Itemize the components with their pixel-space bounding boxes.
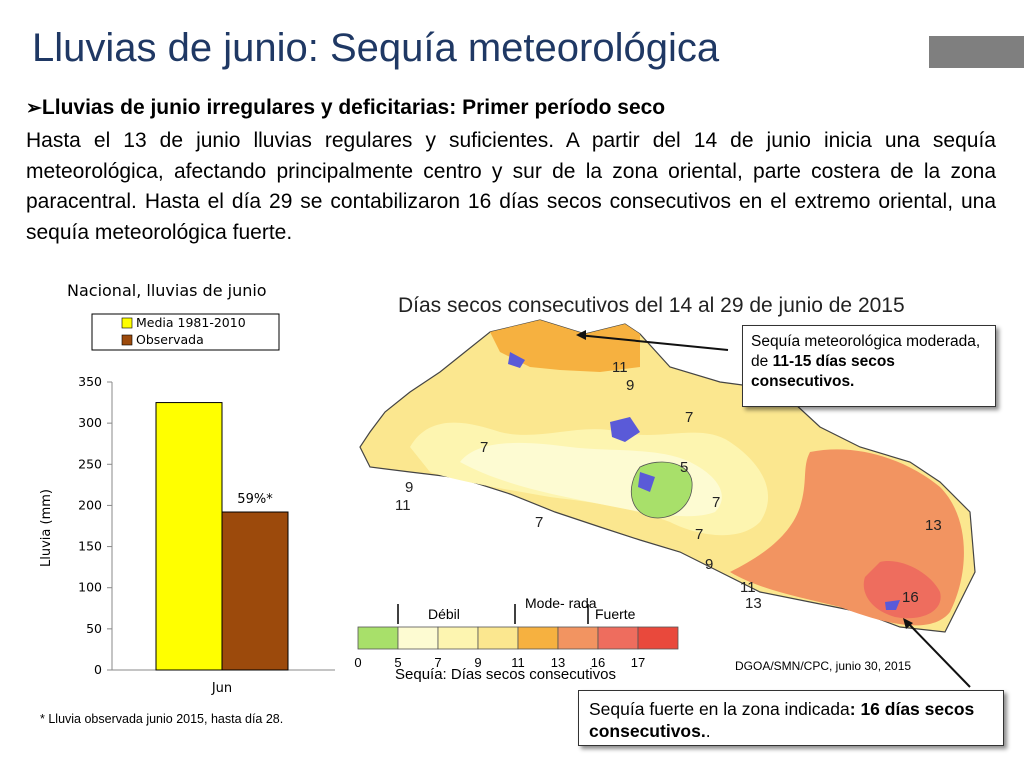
scale-swatch [637, 626, 679, 650]
callout-moderate-drought: Sequía meteorológica moderada, de 11-15 … [742, 325, 996, 407]
contour-label: 13 [745, 595, 762, 612]
y-tick-label: 0 [94, 662, 102, 677]
country-map [359, 319, 976, 633]
x-category-label: Jun [211, 681, 232, 696]
chart-title: Nacional, lluvias de junio [67, 281, 267, 300]
map-credit: DGOA/SMN/CPC, junio 30, 2015 [735, 659, 911, 673]
bars [155, 402, 289, 671]
bar-observada [221, 511, 289, 671]
y-axis-label: Lluvia (mm) [39, 489, 54, 567]
corner-decoration [929, 36, 1024, 68]
callout-strong-bold: : 16 días secos consecutivos. [589, 699, 975, 741]
y-axis: 0 50 100 150 200 250 300 350 [78, 374, 335, 677]
scale-value-label: 17 [631, 655, 645, 670]
scale-swatch [517, 626, 559, 650]
scale-value-label: 7 [434, 655, 441, 670]
scale-swatch [437, 626, 479, 650]
contour-label: 9 [405, 479, 413, 496]
y-tick-label: 300 [78, 415, 102, 430]
bullet-heading-text: Lluvias de junio irregulares y deficitar… [41, 96, 666, 119]
contour-label: 5 [680, 459, 688, 476]
rainfall-bar-chart: Nacional, lluvias de junio Media 1981-20… [39, 281, 335, 696]
contour-label: 7 [480, 439, 488, 456]
y-tick-label: 200 [78, 497, 102, 512]
bullet-heading: ➢Lluvias de junio irregulares y deficita… [26, 96, 665, 120]
drought-scale-legend: Débil Mode- rada Fuerte 0 5 7 9 11 13 16 17 Seq… [354, 595, 679, 683]
legend-swatch-observada [121, 334, 133, 346]
scale-swatch [397, 626, 439, 650]
legend-label-observada: Observada [136, 332, 204, 347]
legend-swatch-media [121, 317, 133, 329]
scale-value-label: 13 [551, 655, 565, 670]
contour-label: 11 [395, 497, 411, 514]
scale-swatch [557, 626, 599, 650]
scale-value-label: 5 [394, 655, 401, 670]
scale-swatch [477, 626, 519, 650]
arrow-to-east [904, 619, 971, 688]
chart-legend: Media 1981-2010 Observada [91, 313, 280, 351]
legend-label-media: Media 1981-2010 [136, 315, 246, 330]
arrow-to-north [577, 334, 729, 351]
contour-label: 11 [740, 579, 756, 596]
contour-label: 13 [925, 517, 942, 534]
callout-moderate-bold: 11-15 días secos consecutivos. [751, 353, 895, 390]
callout-strong-text: Sequía fuerte en la zona indicada [589, 699, 850, 719]
callout-strong-end: . [705, 721, 711, 741]
contour-label: 7 [535, 514, 543, 531]
observed-percent-label: 59%* [237, 492, 273, 507]
contour-label: 7 [712, 494, 720, 511]
callout-moderate-text: Sequía meteorológica moderada, de [751, 333, 981, 370]
map-title: Días secos consecutivos del 14 al 29 de … [398, 294, 905, 317]
contour-label: 9 [705, 556, 713, 573]
scale-label-moderada: Mode- rada [525, 595, 597, 611]
chart-footnote: * Lluvia observada junio 2015, hasta día… [40, 712, 284, 726]
scale-caption: Sequía: Días secos consecutivos [395, 666, 616, 683]
drought-map: Días secos consecutivos del 14 al 29 de … [354, 294, 976, 688]
contour-label: 7 [685, 409, 693, 426]
scale-swatch [357, 626, 399, 650]
slide-title: Lluvias de junio: Sequía meteorológica [32, 26, 720, 70]
y-tick-label: 250 [78, 456, 102, 471]
y-tick-label: 350 [78, 374, 102, 389]
scale-label-fuerte: Fuerte [595, 606, 636, 622]
contour-label: 9 [626, 377, 634, 394]
arrow-bullet-icon: ➢ [26, 98, 42, 119]
scale-value-label: 9 [474, 655, 481, 670]
y-tick-label: 100 [78, 580, 102, 595]
y-tick-label: 150 [78, 539, 102, 554]
body-paragraph: Hasta el 13 de junio lluvias regulares y… [26, 129, 996, 244]
contour-label: 7 [695, 526, 703, 543]
contour-label: 11 [612, 359, 628, 376]
scale-swatch [597, 626, 639, 650]
y-tick-label: 50 [86, 621, 102, 636]
bar-media [155, 402, 223, 671]
scale-label-debil: Débil [428, 606, 460, 622]
scale-value-label: 16 [591, 655, 605, 670]
contour-label: 16 [902, 589, 919, 606]
scale-value-label: 0 [354, 655, 361, 670]
callout-strong-drought: Sequía fuerte en la zona indicada: 16 dí… [578, 690, 1004, 746]
scale-value-label: 11 [511, 655, 525, 670]
